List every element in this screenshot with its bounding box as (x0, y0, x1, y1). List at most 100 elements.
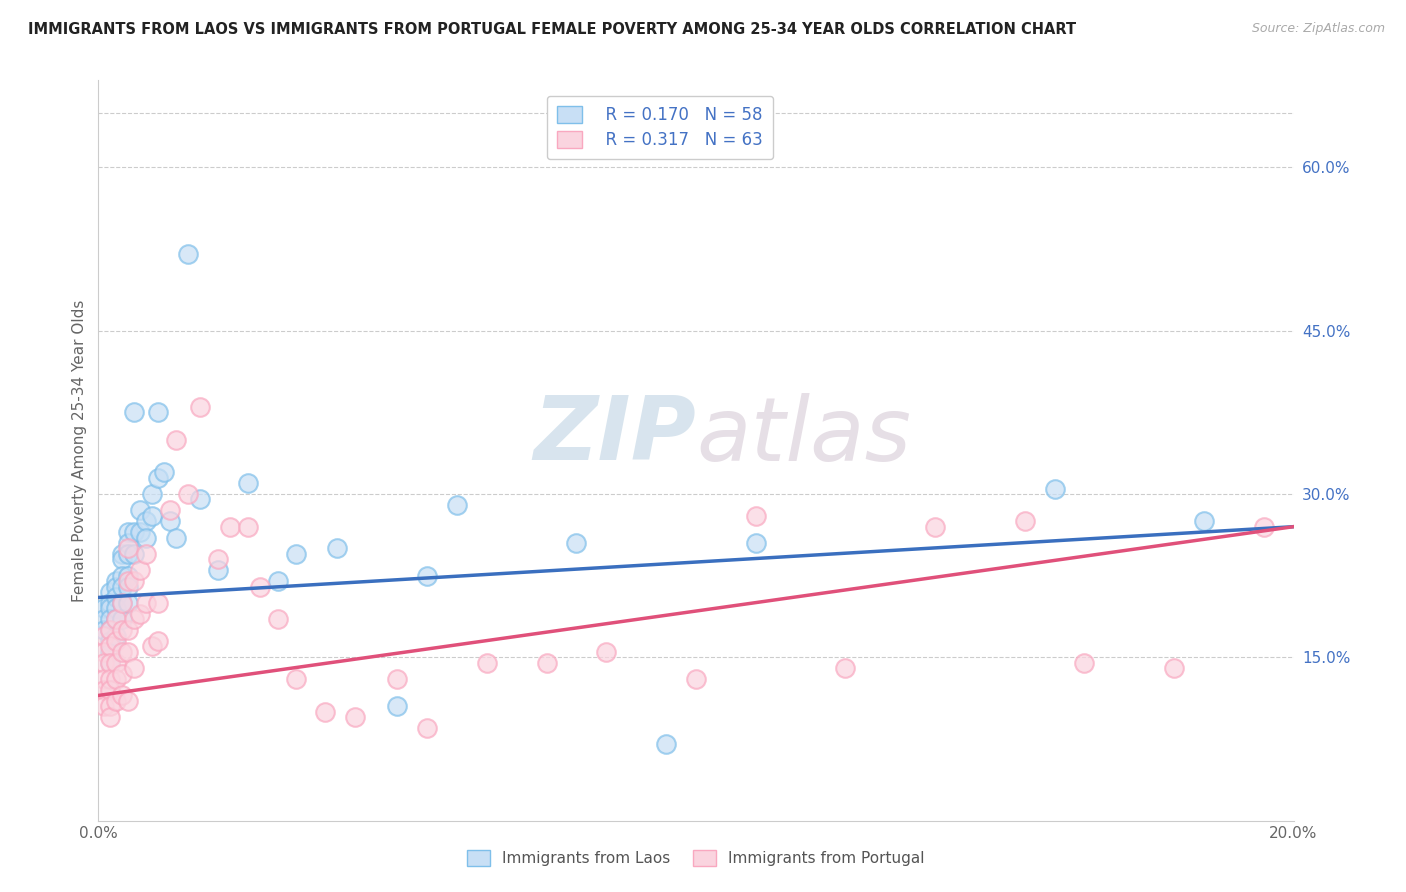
Point (105, 612, 128, 626)
Point (1253, 519, 1275, 533)
Point (284, 547, 307, 561)
Point (249, 580, 271, 594)
Point (93, 672, 115, 686)
Point (153, 465, 176, 479)
Point (98, 699, 122, 714)
Point (129, 503, 152, 517)
Point (141, 640, 163, 654)
Point (219, 519, 242, 533)
Point (475, 656, 498, 670)
Point (111, 580, 134, 594)
Point (284, 672, 307, 686)
Point (98, 710, 122, 724)
Point (117, 574, 139, 588)
Point (267, 574, 290, 588)
Point (536, 656, 558, 670)
Point (1043, 482, 1066, 496)
Point (188, 492, 211, 507)
Point (98, 656, 122, 670)
Text: IMMIGRANTS FROM LAOS VS IMMIGRANTS FROM PORTUGAL FEMALE POVERTY AMONG 25-34 YEAR: IMMIGRANTS FROM LAOS VS IMMIGRANTS FROM … (28, 22, 1076, 37)
Point (655, 738, 678, 752)
Point (93, 683, 115, 698)
Point (111, 645, 134, 659)
Point (105, 656, 128, 670)
Point (111, 596, 134, 610)
Point (165, 531, 187, 545)
Point (93, 601, 115, 615)
Text: ZIP: ZIP (533, 392, 696, 479)
Point (93, 612, 115, 626)
Point (207, 552, 229, 566)
Point (188, 400, 211, 414)
Point (148, 405, 170, 419)
Point (124, 525, 146, 540)
Point (129, 525, 152, 540)
Point (745, 508, 768, 523)
Point (416, 568, 439, 582)
Point (98, 601, 122, 615)
Point (165, 433, 187, 447)
Point (111, 568, 134, 582)
Point (135, 531, 157, 545)
Point (135, 547, 157, 561)
Point (385, 699, 409, 714)
Legend: Immigrants from Laos, Immigrants from Portugal: Immigrants from Laos, Immigrants from Po… (461, 844, 931, 872)
Point (105, 580, 128, 594)
Point (315, 705, 337, 719)
Point (1073, 656, 1095, 670)
Point (105, 694, 128, 708)
Point (93, 645, 115, 659)
Point (207, 563, 229, 577)
Point (93, 699, 115, 714)
Point (924, 519, 946, 533)
Point (111, 689, 134, 703)
Point (236, 476, 259, 491)
Point (148, 634, 170, 648)
Point (1163, 661, 1185, 675)
Point (111, 666, 134, 681)
Point (385, 672, 409, 686)
Point (105, 634, 128, 648)
Point (105, 591, 128, 605)
Point (93, 656, 115, 670)
Point (267, 612, 290, 626)
Point (98, 645, 122, 659)
Point (344, 710, 367, 724)
Point (416, 721, 439, 735)
Point (129, 563, 152, 577)
Point (135, 514, 157, 528)
Point (105, 574, 128, 588)
Point (117, 547, 139, 561)
Point (93, 623, 115, 637)
Point (148, 471, 170, 485)
Point (326, 541, 349, 556)
Point (98, 634, 122, 648)
Point (124, 574, 146, 588)
Point (98, 612, 122, 626)
Point (105, 612, 128, 626)
Point (93, 628, 115, 642)
Point (1014, 514, 1036, 528)
Point (117, 568, 139, 582)
Point (141, 508, 163, 523)
Point (148, 596, 170, 610)
Point (1192, 514, 1215, 528)
Point (117, 536, 139, 550)
Point (111, 623, 134, 637)
Y-axis label: Female Poverty Among 25-34 Year Olds: Female Poverty Among 25-34 Year Olds (72, 300, 87, 601)
Point (685, 672, 707, 686)
Point (129, 607, 152, 621)
Point (159, 503, 181, 517)
Point (124, 612, 146, 626)
Point (117, 525, 139, 540)
Point (117, 580, 139, 594)
Point (117, 645, 139, 659)
Point (117, 596, 139, 610)
Point (111, 552, 134, 566)
Point (159, 514, 181, 528)
Point (98, 596, 122, 610)
Point (111, 547, 134, 561)
Point (177, 247, 200, 261)
Point (98, 623, 122, 637)
Text: atlas: atlas (696, 392, 911, 479)
